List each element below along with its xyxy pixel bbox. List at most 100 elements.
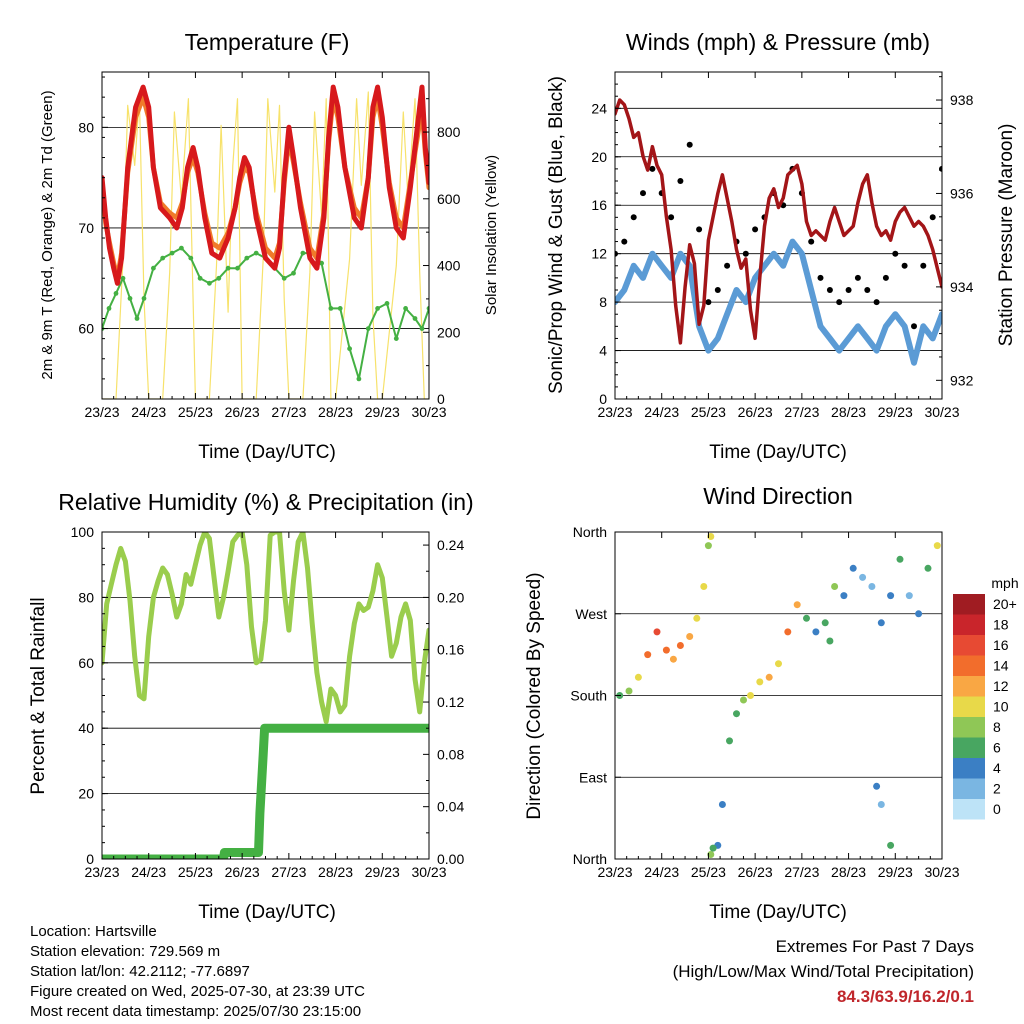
humidity-title: Relative Humidity (%) & Precipitation (i… bbox=[58, 489, 473, 515]
temperature-y2label: Solar Insolation (Yellow) bbox=[483, 155, 500, 315]
dewpoint-point bbox=[244, 255, 250, 261]
gust-point bbox=[854, 274, 861, 281]
direction-point bbox=[803, 614, 810, 622]
direction-point bbox=[707, 533, 715, 540]
x-tick-label: 29/23 bbox=[365, 404, 400, 420]
x-tick-label: 27/23 bbox=[784, 404, 819, 420]
direction-point bbox=[756, 678, 764, 686]
x-tick-label: 24/23 bbox=[131, 404, 166, 420]
dewpoint-point bbox=[281, 275, 287, 281]
y-tick-label: 60 bbox=[78, 321, 94, 337]
x-tick-label: 27/23 bbox=[271, 864, 306, 880]
direction-point bbox=[662, 646, 670, 654]
y-tick-label: 24 bbox=[591, 100, 607, 116]
direction-series bbox=[616, 533, 941, 858]
x-tick-label: 23/23 bbox=[597, 864, 632, 880]
x-tick-label: 26/23 bbox=[738, 864, 773, 880]
direction-point bbox=[821, 619, 829, 627]
y2-tick-label: 0.08 bbox=[437, 746, 464, 762]
colorbar-swatch bbox=[953, 655, 985, 676]
y2-tick-label: 936 bbox=[950, 185, 974, 201]
station-info: Location: Hartsville Station elevation: … bbox=[30, 922, 365, 1022]
x-tick-label: 30/23 bbox=[924, 864, 959, 880]
gust-point bbox=[864, 287, 871, 293]
colorbar-label: 4 bbox=[993, 760, 1001, 776]
direction-point bbox=[775, 660, 782, 668]
x-tick-label: 24/23 bbox=[644, 404, 679, 420]
direction-point bbox=[709, 844, 717, 852]
dewpoint-point bbox=[337, 306, 343, 311]
winds-title: Winds (mph) & Pressure (mb) bbox=[626, 29, 930, 55]
y-tick-label: 20 bbox=[78, 786, 94, 802]
winds-series bbox=[615, 98, 942, 366]
info-recent: Most recent data timestamp: 2025/07/30 2… bbox=[30, 1003, 362, 1020]
direction-point bbox=[896, 555, 904, 563]
direction-point bbox=[693, 614, 701, 622]
direction-point bbox=[831, 583, 839, 590]
x-tick-label: 27/23 bbox=[784, 864, 819, 880]
y-tick-label: 20 bbox=[591, 149, 607, 165]
y-tick-label: 80 bbox=[78, 119, 94, 135]
colorbar-swatch bbox=[953, 676, 985, 697]
humidity-panel: Relative Humidity (%) & Precipitation (i… bbox=[28, 489, 474, 923]
direction-ylabel: Direction (Colored By Speed) bbox=[524, 572, 545, 819]
colorbar-label: 2 bbox=[993, 781, 1001, 797]
gust-point bbox=[752, 226, 759, 233]
direction-point bbox=[877, 619, 885, 627]
dewpoint-point bbox=[365, 326, 371, 331]
y-tick-label: 100 bbox=[71, 524, 95, 540]
dewpoint-point bbox=[356, 376, 362, 382]
x-tick-label: 27/23 bbox=[271, 404, 306, 420]
dewpoint-point bbox=[291, 270, 296, 276]
gust-point bbox=[696, 226, 703, 233]
winds-y2label: Station Pressure (Maroon) bbox=[996, 124, 1017, 347]
dewpoint-point bbox=[347, 346, 352, 352]
winds-panel: Winds (mph) & Pressure (mb) 0 4 8 12 16 20 24 9… bbox=[546, 29, 1017, 463]
pressure-line bbox=[615, 98, 942, 345]
gust-point bbox=[714, 287, 721, 293]
gust-point bbox=[892, 250, 899, 257]
y2-tick-label: 0.12 bbox=[437, 694, 464, 710]
colorbar-swatch bbox=[953, 614, 985, 635]
direction-point bbox=[676, 642, 684, 649]
dewpoint-point bbox=[235, 265, 240, 271]
direction-point bbox=[718, 801, 726, 808]
gust-point bbox=[826, 287, 833, 293]
temperature-series bbox=[102, 84, 429, 399]
y-tick-label: 60 bbox=[78, 655, 94, 671]
direction-point bbox=[726, 737, 733, 745]
direction-point bbox=[707, 851, 715, 858]
x-tick-label: 29/23 bbox=[878, 864, 913, 880]
direction-point bbox=[905, 592, 913, 600]
direction-point bbox=[887, 592, 895, 600]
direction-point bbox=[924, 564, 932, 572]
dewpoint-point bbox=[403, 306, 408, 311]
x-tick-label: 30/23 bbox=[411, 404, 446, 420]
humidity-line bbox=[102, 532, 429, 725]
colorbar-label: 10 bbox=[993, 699, 1009, 715]
humidity-series bbox=[102, 532, 429, 859]
y-tick-label: 16 bbox=[591, 197, 607, 213]
y-tick-label: 80 bbox=[78, 589, 94, 605]
dewpoint-point bbox=[207, 280, 212, 286]
direction-point bbox=[700, 583, 708, 590]
x-tick-label: 25/23 bbox=[178, 404, 213, 420]
dewpoint-point bbox=[319, 260, 324, 266]
y2-tick-label: 938 bbox=[950, 92, 974, 108]
direction-panel: Wind Direction NorthEastSouthWestNorth23… bbox=[524, 483, 1019, 923]
gust-point bbox=[882, 274, 889, 281]
humidity-axes: 0 20 40 60 80 100 0.00 0.04 0.08 0.12 0.16 0.20 0.24… bbox=[71, 524, 465, 880]
precip-line bbox=[102, 723, 429, 859]
y-tick-label: 12 bbox=[591, 246, 607, 262]
dewpoint-point bbox=[393, 336, 399, 341]
direction-point bbox=[859, 573, 867, 581]
temperature-ylabel: 2m & 9m T (Red, Orange) & 2m Td (Green) bbox=[39, 90, 56, 379]
humidity-xlabel: Time (Day/UTC) bbox=[198, 902, 336, 923]
direction-point bbox=[840, 592, 848, 600]
x-tick-label: 24/23 bbox=[644, 864, 679, 880]
direction-point bbox=[868, 583, 876, 590]
temperature-panel: Temperature (F) 607080020040060080023/23… bbox=[39, 29, 500, 463]
gust-point bbox=[677, 178, 684, 184]
